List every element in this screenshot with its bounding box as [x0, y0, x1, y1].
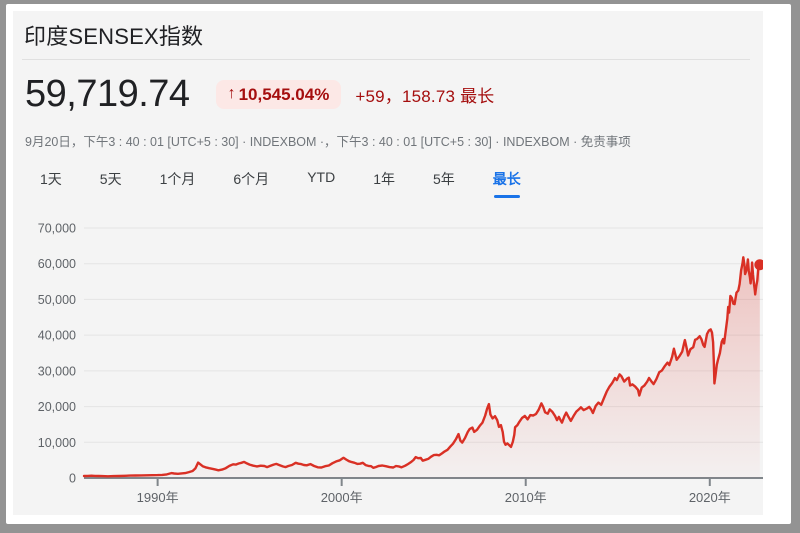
x-axis-label: 2010年 [505, 490, 547, 505]
y-axis-label: 60,000 [38, 257, 76, 271]
page-background: 印度SENSEX指数 59,719.74 ↑ 10,545.04% +59，15… [6, 4, 791, 524]
tab-label: 5天 [99, 171, 122, 187]
tab-6个月[interactable]: 6个月 [233, 169, 269, 201]
tab-5天[interactable]: 5天 [100, 169, 122, 201]
latest-price-dot [754, 259, 763, 271]
tab-label: 1天 [40, 171, 62, 187]
change-percent-badge: ↑ 10,545.04% [215, 79, 342, 109]
y-axis-label: 70,000 [38, 222, 76, 236]
page-title: 印度SENSEX指数 [24, 24, 204, 49]
tab-label: 最长 [492, 171, 521, 187]
tab-label: 6个月 [233, 171, 270, 187]
y-axis-label: 50,000 [38, 293, 76, 307]
tab-label: 1个月 [159, 171, 196, 187]
tab-YTD[interactable]: YTD [307, 169, 335, 201]
tab-1天[interactable]: 1天 [40, 169, 62, 201]
change-absolute: +59，158.73 最长 [355, 86, 495, 106]
timestamp-text: 9月20日，下午3 : 40 : 01 [UTC+5 : 30] · INDEX… [25, 135, 581, 149]
x-axis-label: 2000年 [321, 490, 363, 505]
y-axis-label: 30,000 [38, 364, 76, 378]
header-divider [22, 59, 750, 60]
tab-label: 1年 [373, 171, 395, 187]
tab-1个月[interactable]: 1个月 [160, 169, 196, 201]
active-tab-underline [493, 195, 520, 198]
tab-1年[interactable]: 1年 [373, 169, 395, 201]
x-axis-label: 1990年 [137, 490, 179, 505]
price-chart[interactable]: 0 10,000 20,000 30,000 40,000 50,000 60,000 70,… [13, 11, 763, 515]
timestamp-line: 9月20日，下午3 : 40 : 01 [UTC+5 : 30] · INDEX… [25, 131, 631, 150]
range-tabs: 1天 5天 1个月 6个月 YTD 1年 5年 最长 [40, 169, 521, 201]
tab-label: 5年 [432, 171, 455, 187]
y-axis-label: 40,000 [38, 329, 76, 343]
up-arrow-icon: ↑ [227, 85, 236, 102]
tab-最长[interactable]: 最长 [493, 169, 521, 201]
y-axis-label: 10,000 [38, 436, 76, 450]
price-line [82, 256, 761, 478]
tab-5年[interactable]: 5年 [433, 169, 455, 201]
change-percent: 10,545.04% [238, 84, 330, 104]
tab-label: YTD [307, 169, 336, 185]
y-axis-label: 20,000 [38, 400, 76, 414]
disclaimer-link[interactable]: 免责事项 [580, 135, 631, 149]
x-axis-label: 2020年 [689, 490, 731, 505]
finance-card: 印度SENSEX指数 59,719.74 ↑ 10,545.04% +59，15… [13, 11, 763, 515]
area-fill [84, 257, 760, 478]
current-price: 59,719.74 [25, 72, 190, 115]
quote-row: 59,719.74 ↑ 10,545.04% +59，158.73 最长 [25, 70, 494, 118]
y-axis-label: 0 [69, 472, 76, 486]
